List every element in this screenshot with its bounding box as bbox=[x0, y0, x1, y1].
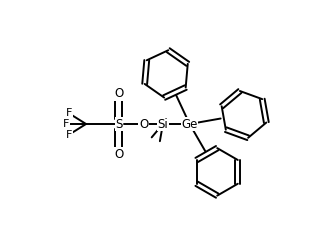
Text: F: F bbox=[66, 108, 72, 119]
Text: S: S bbox=[115, 118, 123, 130]
Text: O: O bbox=[114, 87, 124, 100]
Text: Si: Si bbox=[157, 118, 168, 130]
Text: F: F bbox=[63, 119, 69, 129]
Text: O: O bbox=[139, 118, 148, 130]
Text: F: F bbox=[66, 129, 72, 140]
Text: Ge: Ge bbox=[181, 118, 198, 130]
Text: O: O bbox=[114, 148, 124, 161]
